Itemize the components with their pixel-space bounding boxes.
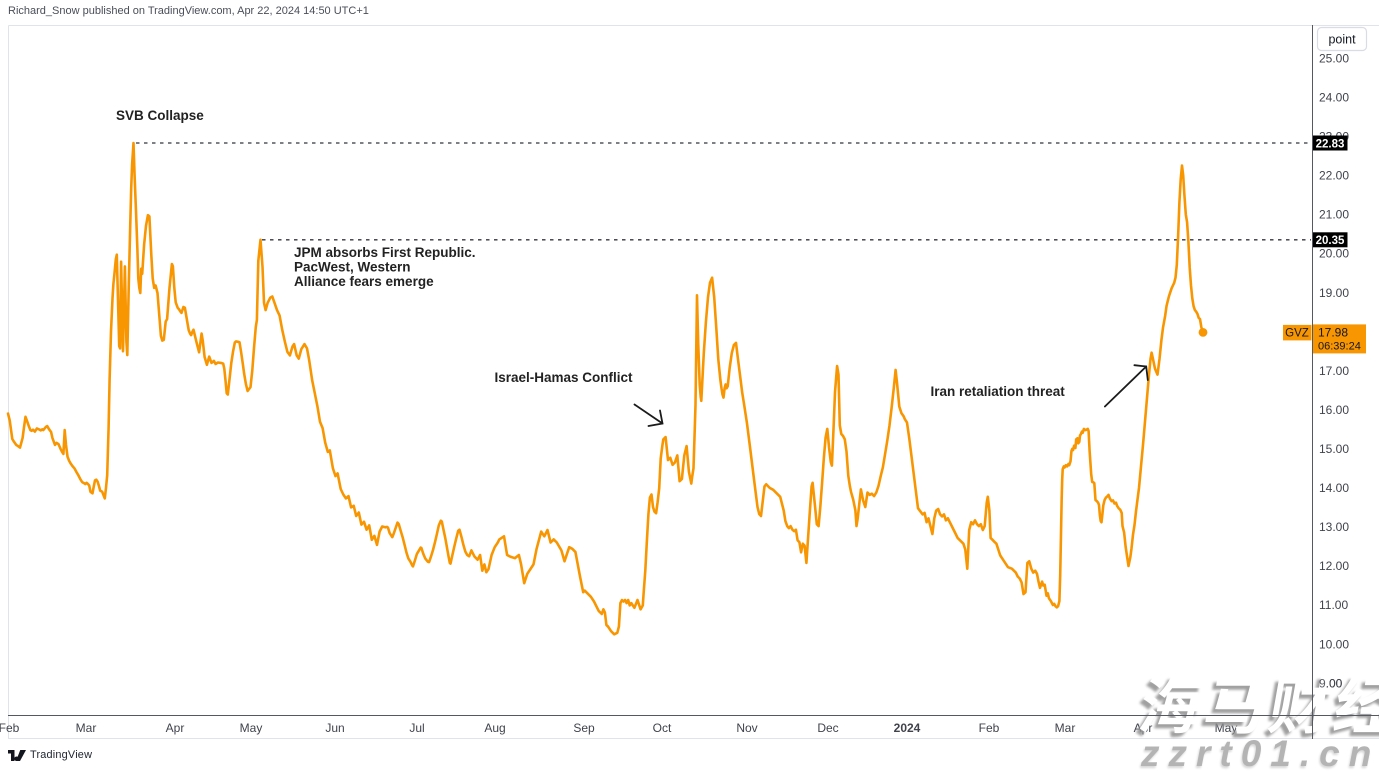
- svg-text:Aug: Aug: [484, 721, 505, 735]
- svg-text:Dec: Dec: [817, 721, 838, 735]
- svg-text:11.00: 11.00: [1319, 598, 1348, 612]
- svg-text:24.00: 24.00: [1319, 91, 1349, 105]
- svg-text:19.00: 19.00: [1319, 286, 1349, 300]
- svg-text:12.00: 12.00: [1319, 559, 1349, 573]
- svg-text:15.00: 15.00: [1319, 442, 1349, 456]
- svg-text:Feb: Feb: [979, 721, 1000, 735]
- svg-text:Sep: Sep: [573, 721, 595, 735]
- svg-text:Jul: Jul: [409, 721, 424, 735]
- svg-text:Feb: Feb: [0, 721, 20, 735]
- svg-text:Mar: Mar: [76, 721, 97, 735]
- svg-text:Apr: Apr: [166, 721, 185, 735]
- svg-text:2024: 2024: [894, 721, 921, 735]
- svg-text:22.00: 22.00: [1319, 169, 1349, 183]
- svg-text:GVZ: GVZ: [1285, 328, 1309, 340]
- svg-text:21.00: 21.00: [1319, 208, 1349, 222]
- svg-text:9.00: 9.00: [1319, 676, 1343, 690]
- svg-text:Jun: Jun: [325, 721, 344, 735]
- svg-text:Nov: Nov: [736, 721, 757, 735]
- svg-text:Alliance fears emerge: Alliance fears emerge: [294, 274, 434, 289]
- svg-text:13.00: 13.00: [1319, 520, 1349, 534]
- svg-text:point: point: [1328, 33, 1356, 47]
- svg-text:16.00: 16.00: [1319, 403, 1349, 417]
- svg-text:PacWest, Western: PacWest, Western: [294, 260, 411, 275]
- svg-text:22.83: 22.83: [1316, 138, 1345, 150]
- svg-text:14.00: 14.00: [1319, 481, 1349, 495]
- svg-text:25.00: 25.00: [1319, 51, 1349, 65]
- svg-text:Israel-Hamas Conflict: Israel-Hamas Conflict: [495, 370, 634, 385]
- svg-text:SVB Collapse: SVB Collapse: [116, 108, 204, 123]
- svg-text:May: May: [240, 721, 263, 735]
- svg-text:20.35: 20.35: [1316, 235, 1345, 247]
- svg-text:17.98: 17.98: [1318, 325, 1348, 339]
- svg-text:JPM absorbs First Republic.: JPM absorbs First Republic.: [294, 245, 476, 260]
- svg-text:06:39:24: 06:39:24: [1318, 340, 1361, 352]
- svg-text:Mar: Mar: [1055, 721, 1076, 735]
- svg-text:Iran retaliation threat: Iran retaliation threat: [931, 384, 1066, 399]
- svg-text:17.00: 17.00: [1319, 364, 1349, 378]
- svg-text:10.00: 10.00: [1319, 637, 1349, 651]
- svg-text:20.00: 20.00: [1319, 247, 1349, 261]
- svg-text:Oct: Oct: [653, 721, 672, 735]
